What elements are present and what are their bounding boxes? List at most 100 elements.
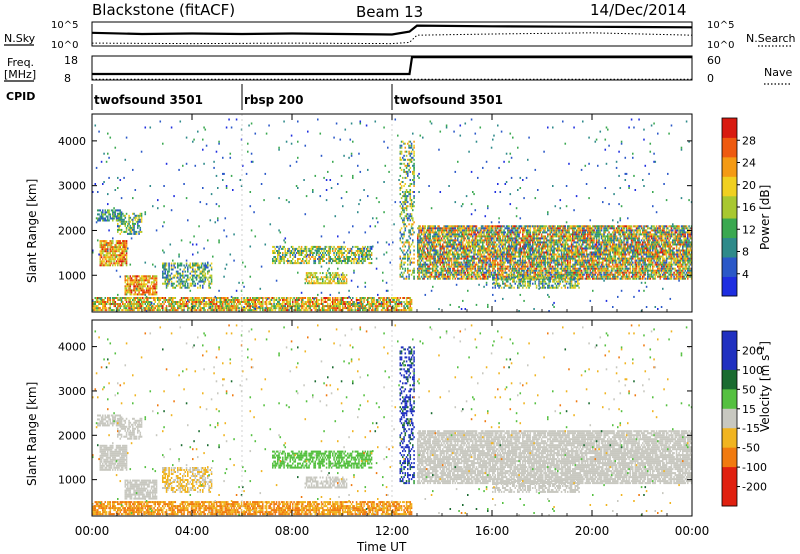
data-cell: [407, 239, 409, 242]
data-cell: [157, 309, 159, 312]
data-cell: [443, 249, 445, 252]
data-cell: [338, 301, 340, 303]
data-cell: [163, 299, 165, 301]
data-cell: [372, 301, 374, 303]
data-cell: [403, 249, 405, 252]
data-cell: [123, 250, 125, 253]
data-cell: [342, 299, 344, 301]
data-cell: [390, 297, 393, 299]
data-cell: [258, 297, 260, 299]
data-cell: [278, 301, 280, 303]
data-cell: [389, 309, 392, 312]
nave-right-tick-bottom: 0: [707, 72, 714, 85]
data-cell: [134, 222, 137, 225]
data-cell: [182, 299, 184, 301]
data-cell: [203, 303, 205, 305]
data-cell: [114, 258, 117, 261]
data-cell: [243, 299, 245, 301]
data-cell: [104, 246, 107, 249]
data-cell: [448, 255, 450, 258]
data-cell: [349, 256, 352, 258]
data-cell: [268, 301, 270, 303]
data-cell: [477, 255, 479, 258]
data-cell: [119, 297, 122, 299]
data-cell: [498, 233, 500, 236]
data-cell: [317, 301, 319, 303]
data-cell: [113, 211, 115, 214]
data-cell: [185, 297, 188, 299]
data-cell: [119, 254, 122, 257]
data-cell: [332, 301, 334, 303]
data-cell: [104, 264, 107, 267]
data-cell: [288, 247, 290, 250]
data-cell: [408, 235, 410, 238]
data-cell: [312, 301, 314, 303]
data-cell: [323, 309, 325, 312]
data-cell: [165, 307, 168, 310]
data-cell: [152, 297, 154, 299]
data-cell: [494, 269, 497, 272]
data-cell: [117, 307, 119, 310]
data-cell: [102, 305, 104, 308]
data-cell: [123, 240, 125, 243]
data-cell: [112, 299, 114, 301]
data-cell: [245, 305, 248, 308]
data-cell: [425, 239, 428, 242]
data-cell: [112, 250, 114, 253]
data-cell: [135, 305, 138, 308]
data-cell: [274, 256, 277, 258]
data-cell: [117, 260, 119, 263]
data-cell: [300, 262, 303, 265]
data-cell: [277, 305, 279, 308]
data-cell: [168, 309, 170, 312]
data-cell: [253, 305, 255, 308]
data-cell: [102, 213, 104, 216]
data-cell: [312, 254, 314, 256]
data-cell: [210, 280, 213, 283]
data-cell: [94, 309, 97, 312]
data-cell: [222, 305, 224, 308]
data-cell: [424, 245, 427, 248]
data-cell: [339, 301, 342, 303]
data-cell: [102, 299, 104, 301]
data-cell: [335, 305, 338, 308]
data-cell: [243, 301, 245, 303]
data-cell: [228, 309, 230, 312]
data-cell: [147, 305, 149, 308]
data-cell: [105, 250, 108, 253]
data-cell: [347, 262, 349, 265]
data-cell: [190, 301, 193, 303]
data-cell: [370, 258, 373, 260]
data-cell: [262, 297, 264, 299]
data-cell: [382, 299, 384, 301]
data-cell: [308, 305, 310, 308]
data-cell: [395, 297, 398, 299]
data-cell: [363, 299, 365, 301]
data-cell: [408, 247, 410, 250]
data-cell: [439, 277, 442, 280]
data-cell: [400, 263, 403, 266]
data-cell: [138, 301, 140, 303]
data-cell: [247, 303, 249, 305]
data-cell: [413, 231, 415, 234]
data-cell: [498, 271, 500, 274]
data-cell: [99, 301, 102, 303]
data-cell: [187, 274, 189, 277]
data-cell: [507, 233, 509, 236]
data-cell: [438, 233, 440, 236]
data-cell: [399, 183, 402, 185]
data-cell: [153, 307, 155, 310]
data-cell: [113, 254, 115, 257]
data-cell: [127, 305, 129, 308]
data-cell: [104, 211, 107, 214]
data-cell: [259, 297, 262, 299]
data-cell: [99, 258, 102, 261]
data-cell: [209, 309, 212, 312]
data-cell: [125, 297, 128, 299]
data-cell: [182, 282, 184, 285]
data-cell: [119, 256, 122, 259]
data-cell: [100, 244, 103, 247]
data-cell: [95, 305, 98, 308]
data-cell: [220, 297, 223, 299]
data-cell: [124, 299, 127, 301]
